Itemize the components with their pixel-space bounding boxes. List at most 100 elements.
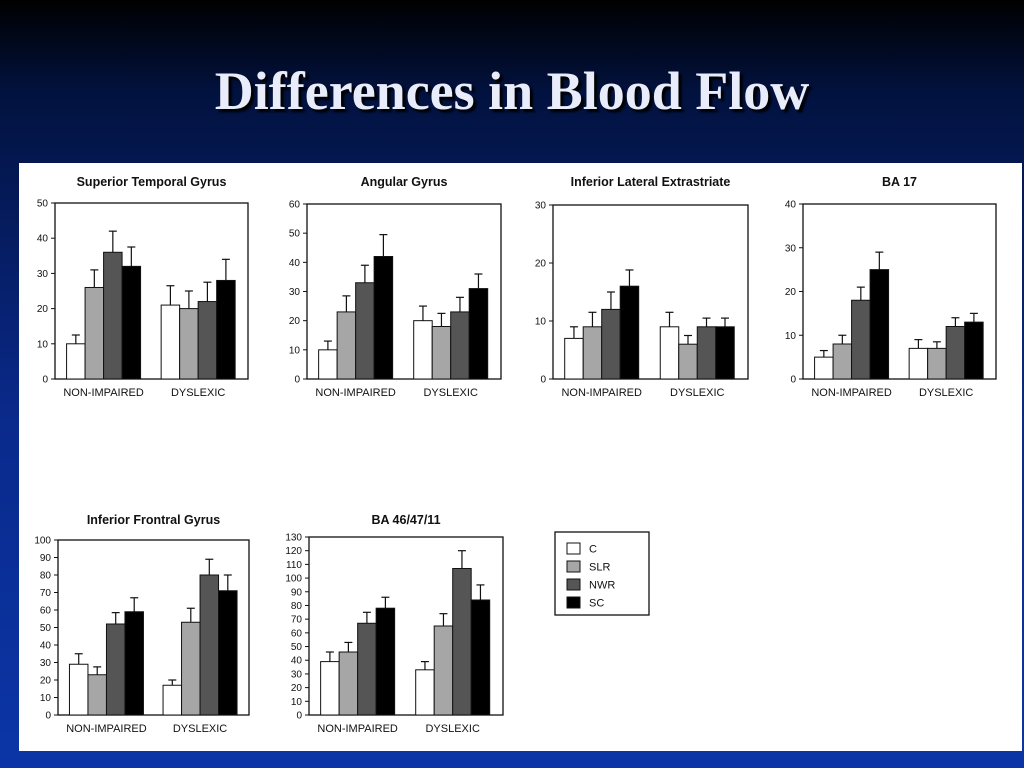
legend-swatch	[566, 596, 581, 609]
bar	[179, 308, 199, 380]
y-tick-label: 0	[45, 711, 51, 722]
y-tick-label: 40	[40, 641, 52, 652]
y-tick-label: 90	[291, 587, 303, 598]
x-category-label: NON-IMPAIRED	[561, 387, 642, 399]
bar	[105, 623, 126, 716]
bar	[431, 326, 452, 380]
bar	[218, 590, 238, 716]
x-category-label: NON-IMPAIRED	[66, 723, 147, 735]
x-category-label: DYSLEXIC	[919, 387, 973, 399]
plot-frame	[54, 202, 249, 380]
y-tick-label: 40	[37, 234, 49, 245]
legend-swatch	[566, 578, 581, 591]
bar	[413, 320, 433, 380]
bar	[582, 326, 603, 380]
bar	[470, 599, 491, 716]
bar	[84, 286, 105, 380]
y-tick-label: 100	[34, 536, 51, 547]
y-tick-label: 20	[785, 287, 797, 298]
x-category-label: DYSLEXIC	[425, 723, 479, 735]
y-tick-label: 110	[286, 560, 302, 571]
y-tick-label: 50	[37, 199, 49, 210]
chart-title: Inferior Frontral Gyrus	[87, 513, 220, 527]
legend: C SLR NWR SC	[554, 531, 650, 616]
y-tick-label: 70	[40, 588, 52, 599]
y-tick-label: 10	[291, 697, 303, 708]
x-category-label: DYSLEXIC	[423, 387, 477, 399]
bar	[336, 311, 357, 380]
y-tick-label: 0	[540, 375, 546, 386]
bar	[927, 347, 947, 380]
bar	[124, 611, 144, 716]
bar	[468, 288, 489, 380]
y-tick-label: 40	[291, 656, 303, 667]
x-category-label: NON-IMPAIRED	[317, 723, 398, 735]
bar	[355, 282, 375, 380]
bar	[199, 574, 220, 716]
y-tick-label: 30	[535, 201, 547, 212]
chart-2: Angular Gyrus 0 10 20 30 40 50 60 NON-IMPAIRED DY…	[289, 175, 502, 399]
y-tick-label: 60	[291, 628, 303, 639]
y-tick-label: 30	[289, 287, 301, 298]
y-tick-label: 20	[289, 316, 301, 327]
y-tick-label: 50	[289, 229, 301, 240]
y-tick-label: 20	[37, 304, 49, 315]
bar	[216, 279, 236, 380]
legend-label: C	[589, 544, 597, 556]
bar	[87, 674, 107, 716]
x-category-label: DYSLEXIC	[171, 387, 225, 399]
legend-label: NWR	[589, 580, 615, 592]
legend-swatch	[566, 542, 581, 555]
chart-6: BA 46/47/11 0 10 20 30 40 50 60 70 80 90 100 110 120 1…	[285, 513, 504, 735]
bar	[415, 669, 435, 716]
bar	[103, 251, 123, 380]
bar	[908, 347, 929, 380]
plot-frame	[552, 204, 749, 380]
legend-label: SC	[589, 598, 604, 610]
plot-frame	[308, 536, 504, 716]
x-category-label: DYSLEXIC	[173, 723, 227, 735]
chart-title: Inferior Lateral Extrastriate	[571, 175, 731, 189]
bar	[564, 337, 584, 380]
x-category-label: DYSLEXIC	[670, 387, 724, 399]
x-category-label: NON-IMPAIRED	[811, 387, 892, 399]
bar	[696, 326, 717, 380]
y-tick-label: 40	[289, 258, 301, 269]
y-tick-label: 30	[785, 243, 797, 254]
y-tick-label: 0	[790, 375, 796, 386]
y-tick-label: 10	[785, 331, 797, 342]
y-tick-label: 100	[285, 574, 302, 585]
y-tick-label: 80	[40, 571, 52, 582]
y-tick-label: 60	[40, 606, 52, 617]
legend-label: SLR	[589, 562, 610, 574]
bar	[375, 607, 396, 716]
figure-panel: C SLR NWR SC Superior Temporal Gyrus 0 10 20 30…	[19, 163, 1022, 751]
bar	[964, 321, 984, 380]
y-tick-label: 30	[40, 658, 52, 669]
y-tick-label: 20	[291, 683, 303, 694]
y-tick-label: 20	[535, 259, 547, 270]
y-tick-label: 120	[285, 546, 302, 557]
y-tick-label: 30	[37, 269, 49, 280]
y-tick-label: 80	[291, 601, 303, 612]
bar	[814, 356, 834, 380]
bar	[450, 311, 470, 380]
y-tick-label: 50	[291, 642, 303, 653]
y-tick-label: 40	[785, 200, 797, 211]
y-tick-label: 60	[289, 200, 301, 211]
y-tick-label: 30	[291, 669, 303, 680]
bar	[945, 326, 966, 380]
bar	[320, 661, 340, 716]
bar	[66, 343, 86, 380]
bar	[715, 326, 735, 380]
legend-swatch	[566, 560, 581, 573]
bar	[619, 285, 640, 380]
bar	[318, 349, 338, 380]
x-category-label: NON-IMPAIRED	[63, 387, 144, 399]
chart-title: BA 46/47/11	[371, 513, 440, 527]
chart-1: Superior Temporal Gyrus 0 10 20 30 40 50 NON-IM…	[37, 175, 249, 399]
bar	[357, 622, 377, 716]
bar	[160, 304, 181, 380]
bar	[832, 343, 853, 380]
bar	[851, 299, 871, 380]
